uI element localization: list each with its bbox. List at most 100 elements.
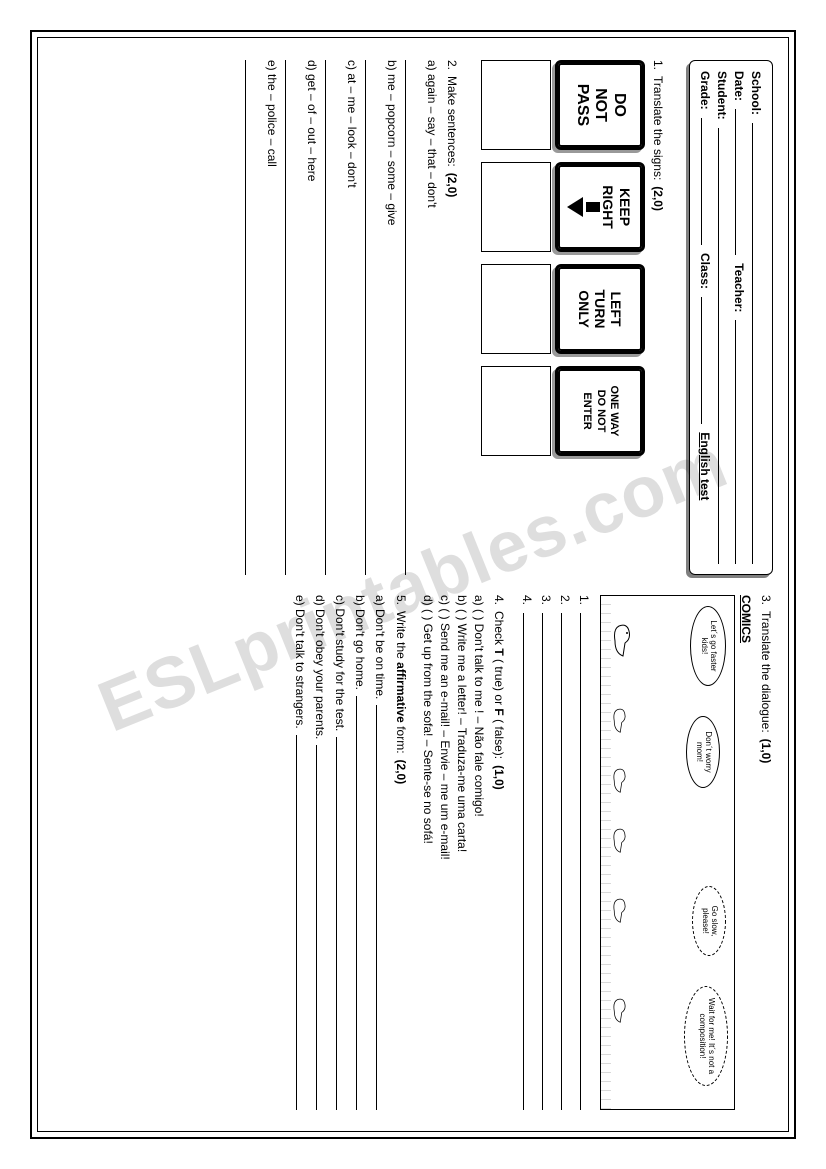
q1-pts: (2,0) (651, 186, 665, 211)
q5-line-d[interactable] (316, 745, 328, 1110)
q5-line-b[interactable] (356, 696, 368, 1110)
sign4-l3: ENTER (580, 392, 593, 429)
sign-left-turn-only: LEFT TURN ONLY (555, 264, 645, 354)
q3-num: 3. (759, 595, 773, 605)
q2-item-d: d) get – of – out – here (305, 60, 319, 575)
sign1-l3: PASS (572, 83, 590, 125)
answer-box-4[interactable] (481, 366, 551, 456)
answer-box-2[interactable] (481, 162, 551, 252)
q3-line-3[interactable] (542, 613, 554, 1110)
q3-n1: 1. (577, 595, 591, 609)
sign3-l2: TURN (592, 289, 608, 328)
sign-do-not-pass: DO NOT PASS (555, 60, 645, 150)
page-content: School: Date: Teacher: Student: Grade: C… (43, 40, 783, 1130)
answer-boxes (481, 60, 551, 575)
sign4-l1: ONE WAY (607, 385, 620, 436)
arrow-down-icon (567, 197, 583, 217)
q3-answer-lines: 1. 2. 3. 4. (520, 595, 592, 1110)
q4-item-d[interactable]: d) ( ) Get up from the sofa! – Sente-se … (421, 595, 435, 1110)
student-label: Student: (715, 71, 729, 120)
teacher-label: Teacher: (732, 263, 746, 312)
answer-box-1[interactable] (481, 60, 551, 150)
q5-item-a: a) Don't be on time. (373, 595, 387, 699)
q3-n2: 2. (558, 595, 572, 609)
question-1: 1. Translate the signs: (2,0) DO NOT PAS… (469, 60, 665, 575)
duck-3 (609, 766, 633, 796)
sign4-l2: DO NOT (593, 389, 606, 432)
q2-num: 2. (445, 60, 459, 70)
sign1-l2: NOT (591, 88, 609, 122)
comics-heading: COMICS (739, 595, 753, 1110)
q4-num: 4. (492, 595, 506, 605)
q4-item-c[interactable]: c) ( ) Send me an e-mail! – Envie – me u… (438, 595, 452, 1110)
comic-panel: Let´s go faster kids! Don´t worry mom! G… (600, 595, 735, 1110)
q2-line-c[interactable] (325, 60, 339, 575)
q2-item-b: b) me – popcorn – some – give (385, 60, 399, 575)
column-left: School: Date: Teacher: Student: Grade: C… (53, 60, 773, 575)
sign2-l2: RIGHT (600, 185, 616, 229)
teacher-field[interactable] (735, 320, 747, 564)
q5-item-b: b) Don't go home. (353, 595, 367, 690)
q2-item-e: e) the – police – call (265, 60, 279, 575)
bubble-3: Go slow, please! (692, 886, 726, 956)
q5-num: 5. (394, 595, 408, 605)
q2-line-a[interactable] (405, 60, 419, 575)
q5-pts: (2,0) (394, 759, 408, 784)
header-box: School: Date: Teacher: Student: Grade: C… (689, 60, 773, 575)
q4-item-a[interactable]: a) ( ) Don't talk to me ! – Não fale com… (472, 595, 486, 1110)
sign3-l3: ONLY (576, 290, 592, 328)
q3-line-1[interactable] (580, 613, 592, 1110)
q3-line-4[interactable] (523, 613, 535, 1110)
duck-5 (609, 896, 633, 926)
signs-row: DO NOT PASS KEEP RIGHT LEFT TURN ONLY ON… (555, 60, 645, 575)
q5-item-e: e) Don't talk to strangers. (293, 595, 307, 729)
arrow-stem (586, 202, 600, 212)
q2-line-d[interactable] (285, 60, 299, 575)
q5-line-e[interactable] (296, 734, 308, 1109)
water-wave (601, 596, 611, 1109)
bubble-2: Don´t worry mom! (686, 716, 720, 788)
question-5: 5. Write the affirmative form: (2,0) a) … (288, 595, 408, 1110)
q5-line-c[interactable] (336, 737, 348, 1110)
english-test-label: English test (698, 432, 712, 500)
q2-pts: (2,0) (445, 172, 459, 197)
q4-pts: (1,0) (492, 765, 506, 790)
date-field[interactable] (735, 109, 747, 255)
q2-item-a: a) again – say – that – don't (425, 60, 439, 575)
sign-one-way: ONE WAY DO NOT ENTER (555, 366, 645, 456)
q2-line-b[interactable] (365, 60, 379, 575)
sign2-l1: KEEP (617, 187, 633, 225)
grade-label: Grade: (698, 71, 712, 110)
sign1-l1: DO (609, 93, 627, 117)
duck-1 (609, 621, 639, 661)
class-field[interactable] (701, 297, 713, 424)
class-label: Class: (698, 253, 712, 289)
answer-box-3[interactable] (481, 264, 551, 354)
q3-pts: (1,0) (759, 738, 773, 763)
question-4: 4. Check T ( true) or F ( false): (1,0) … (418, 595, 506, 1110)
q5-text: Write the affirmative form: (394, 611, 408, 754)
duck-4 (609, 826, 633, 856)
q5-item-d: d) Don't obey your parents. (313, 595, 327, 739)
question-2: 2. Make sentences: (2,0) a) again – say … (245, 60, 459, 575)
sign-keep-right: KEEP RIGHT (555, 162, 645, 252)
q3-n3: 3. (539, 595, 553, 609)
sign3-l1: LEFT (608, 291, 624, 326)
q3-text: Translate the dialogue: (759, 611, 773, 733)
q2-line-e[interactable] (245, 60, 259, 575)
q4-item-b[interactable]: b) ( ) Write me a letter! – Traduza-me u… (455, 595, 469, 1110)
bubble-1: Let´s go faster kids! (690, 606, 726, 686)
q1-num: 1. (651, 60, 665, 70)
column-right: 3. Translate the dialogue: (1,0) COMICS … (53, 595, 773, 1110)
q5-item-c: c) Don't study for the test. (333, 595, 347, 731)
grade-field[interactable] (701, 117, 713, 244)
student-field[interactable] (718, 127, 730, 563)
q2-item-c: c) at – me – look – don't (345, 60, 359, 575)
bubble-4: Wait for me! It´s not a composition! (684, 986, 728, 1086)
duck-6 (609, 996, 633, 1026)
school-field[interactable] (752, 123, 764, 564)
q5-line-a[interactable] (376, 705, 388, 1110)
question-3: 3. Translate the dialogue: (1,0) COMICS … (516, 595, 773, 1110)
q3-line-2[interactable] (561, 613, 573, 1110)
duck-2 (609, 706, 633, 736)
